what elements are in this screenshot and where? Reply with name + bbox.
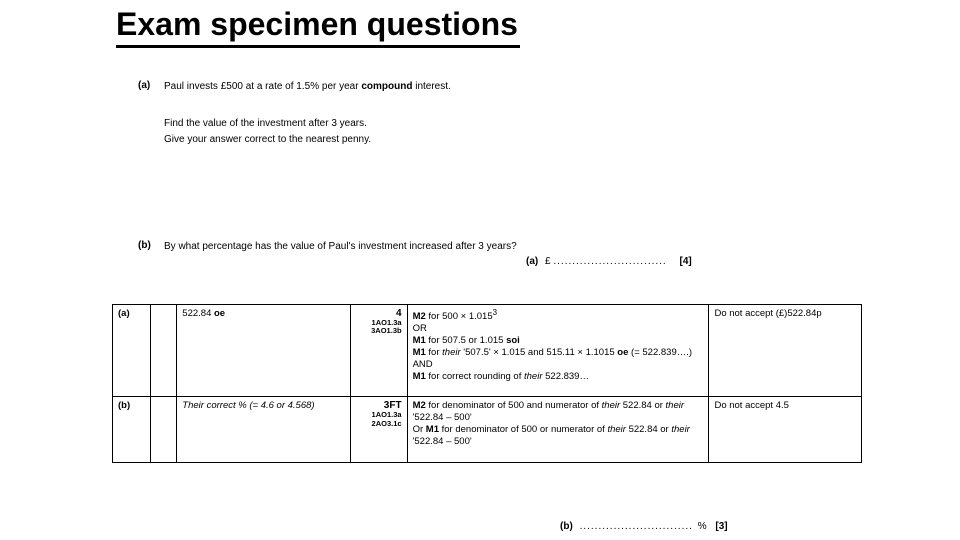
question-a: (a) Paul invests £500 at a rate of 1.5% …: [138, 80, 828, 94]
ms-answer: Their correct % (= 4.6 or 4.568): [177, 397, 350, 463]
ans-a-label: (a): [526, 256, 538, 267]
ms-sub: [151, 397, 177, 463]
ms-marks: 41AO1.3a3AO1.3b: [350, 305, 407, 397]
ms-sub: [151, 305, 177, 397]
ans-b-label: (b): [560, 521, 573, 532]
answer-line-a: (a) £ .............................. [4]: [526, 256, 692, 267]
part-label-a: (a): [138, 80, 164, 91]
ms-guidance: M2 for 500 × 1.0153ORM1 for 507.5 or 1.0…: [407, 305, 709, 397]
question-a-instructions: Find the value of the investment after 3…: [164, 116, 828, 148]
ms-note: Do not accept (£)522.84p: [709, 305, 862, 397]
page-title: Exam specimen questions: [116, 6, 520, 48]
part-label-b: (b): [138, 240, 164, 251]
question-a-text: Paul invests £500 at a rate of 1.5% per …: [164, 80, 451, 94]
ans-b-marks: [3]: [715, 521, 727, 532]
ms-note: Do not accept 4.5: [709, 397, 862, 463]
ans-a-dots: ..............................: [553, 256, 666, 267]
ans-b-dots: ..............................: [580, 521, 693, 532]
ans-a-currency: £: [545, 256, 551, 267]
question-b-text: By what percentage has the value of Paul…: [164, 240, 517, 254]
ans-b-unit: %: [698, 521, 707, 532]
mark-scheme-table: (a) 522.84 oe41AO1.3a3AO1.3bM2 for 500 × …: [112, 304, 862, 463]
markscheme-row: (b) Their correct % (= 4.6 or 4.568)3FT1A…: [113, 397, 862, 463]
page: Exam specimen questions (a) Paul invests…: [0, 0, 960, 540]
ans-a-marks: [4]: [680, 256, 692, 267]
ms-guidance: M2 for denominator of 500 and numerator …: [407, 397, 709, 463]
markscheme-row: (a) 522.84 oe41AO1.3a3AO1.3bM2 for 500 × …: [113, 305, 862, 397]
instr-2: Give your answer correct to the nearest …: [164, 132, 828, 148]
ms-part: (a): [113, 305, 151, 397]
qa-text-1: Paul invests £500 at a rate of 1.5% per …: [164, 81, 361, 92]
answer-line-b: (b) .............................. % [3]: [560, 521, 728, 532]
qa-text-2: interest.: [412, 81, 450, 92]
question-block: (a) Paul invests £500 at a rate of 1.5% …: [138, 80, 828, 275]
qa-text-bold: compound: [361, 81, 412, 92]
ms-part: (b): [113, 397, 151, 463]
ms-answer: 522.84 oe: [177, 305, 350, 397]
question-b: (b) By what percentage has the value of …: [138, 240, 828, 254]
ms-marks: 3FT1AO1.3a2AO3.1c: [350, 397, 407, 463]
instr-1: Find the value of the investment after 3…: [164, 116, 828, 132]
